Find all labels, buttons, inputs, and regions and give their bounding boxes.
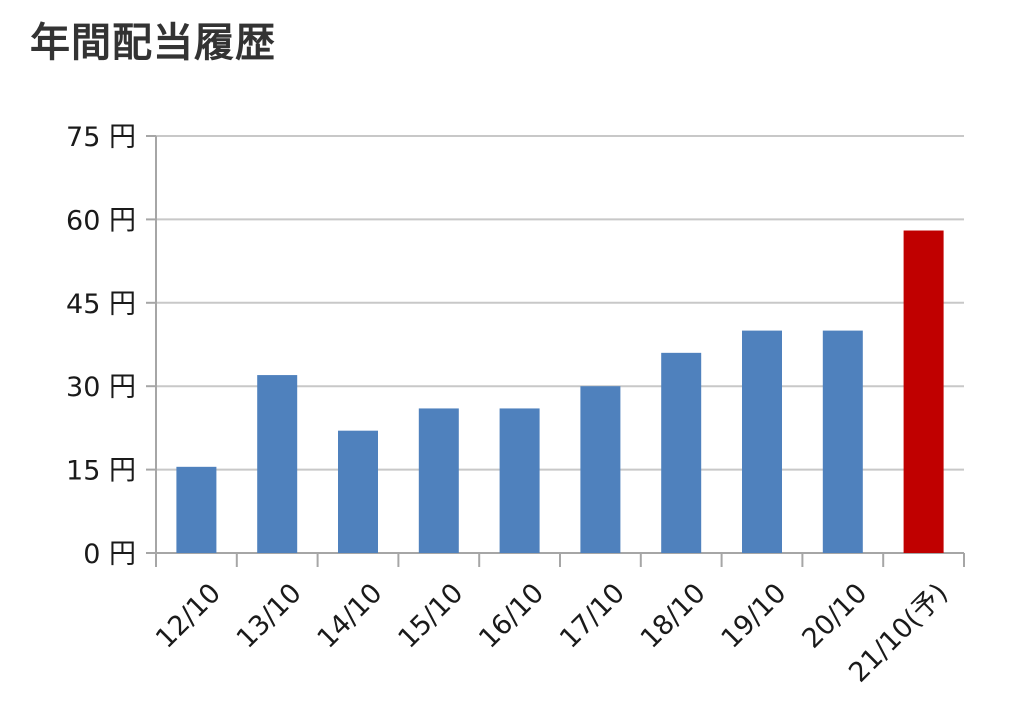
bars (176, 230, 944, 553)
y-tick-label: 30 円 (66, 372, 136, 403)
y-tick-label: 15 円 (66, 456, 136, 487)
x-tick-labels: 12/10 13/10 14/10 15/10 16/10 17/10 18/10 19/10… (150, 578, 954, 689)
y-tick-label: 45 円 (66, 289, 136, 320)
bar-20-10 (822, 330, 863, 553)
x-tick-label: 17/10 (554, 578, 631, 655)
y-tick-label: 75 円 (66, 122, 136, 153)
bar-18-10 (661, 352, 702, 553)
x-tick-label: 13/10 (231, 578, 308, 655)
y-tick-label: 60 円 (66, 205, 136, 236)
y-tick-labels: 0 円 15 円 30 円 45 円 60 円 75 円 (66, 122, 136, 570)
bar-17-10 (580, 386, 621, 553)
x-tick-label: 19/10 (716, 578, 793, 655)
bar-14-10 (338, 430, 378, 553)
x-tick-label: 16/10 (473, 578, 550, 655)
bar-12-10 (176, 466, 217, 553)
bar-19-10 (742, 330, 782, 553)
x-tick-label: 12/10 (150, 578, 227, 655)
y-tick-label: 0 円 (83, 539, 136, 570)
bar-15-10 (418, 408, 459, 553)
bar-16-10 (499, 408, 540, 553)
bar-13-10 (257, 375, 298, 553)
x-tick-label: 15/10 (392, 578, 469, 655)
chart-title: 年間配当履歴 (30, 20, 276, 66)
bar-21-10--- (903, 230, 944, 553)
x-tick-label: 14/10 (312, 578, 389, 655)
x-tick-label: 18/10 (635, 578, 712, 655)
x-tick-label: 20/10 (796, 578, 873, 655)
